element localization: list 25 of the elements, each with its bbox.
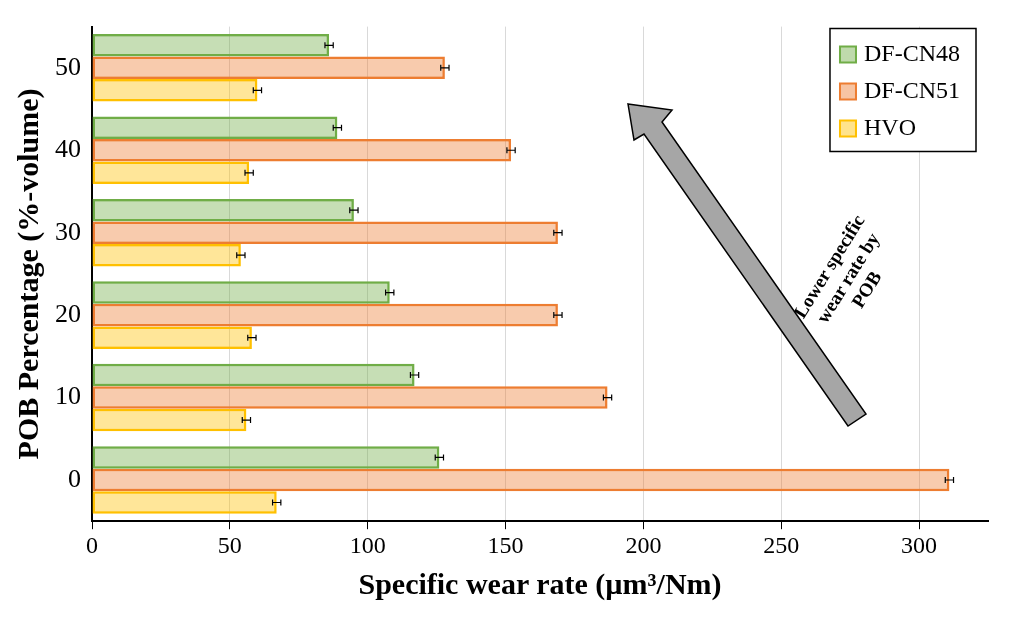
bar (92, 243, 241, 267)
y-axis-title: POB Percentage (%-volume) (10, 88, 45, 460)
x-tick-label: 150 (487, 531, 524, 558)
x-tick-label: 200 (625, 531, 662, 558)
bar (92, 408, 247, 432)
x-tick-label: 250 (763, 531, 800, 558)
y-tick-label: 50 (55, 51, 81, 81)
y-tick-label: 40 (55, 134, 81, 164)
y-tick-label: 10 (55, 381, 81, 411)
x-tick-label: 100 (349, 531, 386, 558)
bar (92, 198, 354, 222)
bar (92, 491, 277, 514)
bar (92, 468, 950, 492)
y-tick-label: 20 (55, 298, 81, 328)
bar (92, 303, 558, 327)
legend-label: DF-CN51 (863, 76, 960, 103)
bar (92, 363, 415, 387)
y-tick-label: 0 (68, 463, 81, 493)
x-tick-label: 0 (86, 531, 98, 558)
y-tick-label: 30 (55, 216, 81, 246)
x-tick-label: 300 (901, 531, 938, 558)
legend-label: HVO (863, 113, 916, 140)
x-tick-label: 50 (217, 531, 242, 558)
x-axis-title: Specific wear rate (µm³/Nm) (358, 566, 722, 601)
legend-label: DF-CN48 (863, 39, 960, 66)
